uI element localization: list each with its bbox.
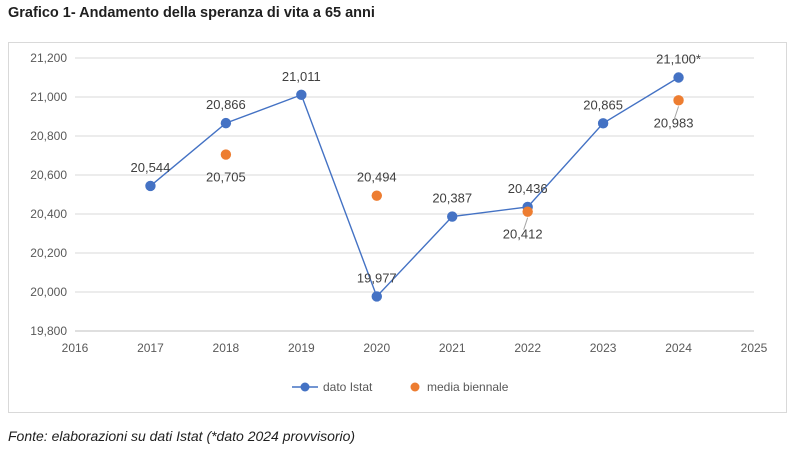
y-tick-label: 20,600	[30, 168, 67, 182]
data-label-media-biennale: 20,412	[503, 227, 543, 242]
marker-dato-istat	[597, 118, 609, 129]
data-label-dato-istat: 20,436	[508, 181, 548, 196]
y-tick-label: 20,200	[30, 246, 67, 260]
x-tick-label: 2017	[137, 341, 164, 355]
x-tick-label: 2020	[363, 341, 390, 355]
data-label-media-biennale: 20,983	[654, 115, 694, 130]
legend-marker-media-biennale	[410, 382, 420, 392]
data-label-media-biennale: 20,705	[206, 170, 246, 185]
chart-title: Grafico 1- Andamento della speranza di v…	[8, 5, 375, 21]
data-label-dato-istat: 21,100*	[656, 52, 701, 67]
y-tick-label: 20,000	[30, 285, 67, 299]
x-tick-label: 2022	[514, 341, 541, 355]
marker-dato-istat	[673, 72, 684, 83]
marker-media-biennale	[673, 95, 684, 106]
data-label-dato-istat: 21,011	[282, 69, 321, 84]
series-line-dato-istat	[149, 76, 679, 298]
marker-dato-istat	[296, 89, 307, 101]
marker-media-biennale	[220, 149, 232, 160]
marker-dato-istat	[220, 117, 232, 129]
y-tick-label: 20,400	[30, 207, 67, 221]
data-label-dato-istat: 20,866	[206, 97, 246, 112]
x-tick-label: 2023	[590, 341, 617, 355]
legend-marker-dato-istat	[300, 382, 310, 392]
x-tick-label: 2021	[439, 341, 466, 355]
label-leader-line	[674, 106, 680, 119]
legend-label-media-biennale: media biennale	[427, 380, 509, 394]
y-tick-label: 19,800	[30, 324, 67, 338]
x-tick-label: 2025	[741, 341, 768, 355]
marker-dato-istat	[371, 291, 382, 302]
line-chart: 19,800 20,000 20,200 20,400 20,600 20,800 21,0…	[30, 51, 768, 394]
data-label-dato-istat: 19,977	[357, 270, 397, 285]
source-footnote: Fonte: elaborazioni su dati Istat (*dato…	[8, 428, 356, 444]
y-tick-label: 21,200	[30, 51, 67, 65]
marker-dato-istat	[447, 211, 458, 222]
marker-media-biennale	[522, 206, 533, 217]
x-tick-label: 2016	[62, 341, 89, 355]
x-tick-label: 2019	[288, 341, 315, 355]
data-label-dato-istat: 20,387	[432, 191, 472, 206]
x-tick-label: 2018	[213, 341, 240, 355]
data-label-dato-istat: 20,544	[131, 160, 171, 175]
data-label-media-biennale: 20,494	[357, 170, 397, 185]
y-tick-label: 21,000	[30, 90, 67, 104]
legend-label-dato-istat: dato Istat	[323, 380, 373, 394]
y-tick-label: 20,800	[30, 129, 67, 143]
data-label-dato-istat: 20,865	[583, 97, 623, 112]
marker-dato-istat	[145, 180, 156, 192]
marker-media-biennale	[371, 190, 382, 201]
label-leader-line	[523, 217, 529, 230]
chart-area: 19,800 20,000 20,200 20,400 20,600 20,800 21,0…	[8, 42, 787, 413]
x-tick-label: 2024	[665, 341, 692, 355]
